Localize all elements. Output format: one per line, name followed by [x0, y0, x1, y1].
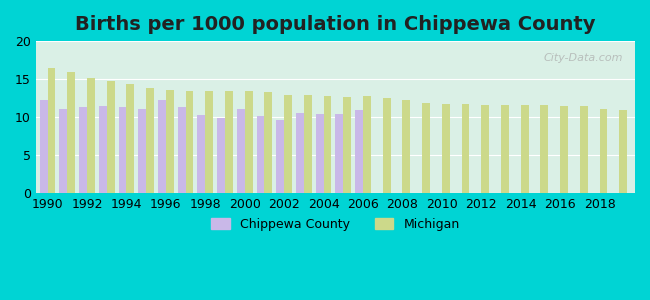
- Title: Births per 1000 population in Chippewa County: Births per 1000 population in Chippewa C…: [75, 15, 595, 34]
- Bar: [40, 100, 47, 193]
- Bar: [560, 106, 568, 193]
- Bar: [217, 118, 225, 193]
- Bar: [146, 88, 154, 193]
- Bar: [158, 100, 166, 193]
- Bar: [138, 109, 146, 193]
- Bar: [540, 105, 548, 193]
- Bar: [198, 115, 205, 193]
- Bar: [580, 106, 588, 193]
- Bar: [501, 105, 509, 193]
- Bar: [363, 96, 371, 193]
- Bar: [237, 109, 244, 193]
- Bar: [185, 91, 194, 193]
- Legend: Chippewa County, Michigan: Chippewa County, Michigan: [206, 213, 465, 236]
- Bar: [335, 114, 343, 193]
- Bar: [296, 113, 304, 193]
- Bar: [47, 68, 55, 193]
- Bar: [79, 106, 87, 193]
- Bar: [599, 109, 607, 193]
- Bar: [276, 119, 284, 193]
- Bar: [59, 109, 68, 193]
- Bar: [284, 95, 292, 193]
- Bar: [126, 85, 135, 193]
- Bar: [343, 97, 351, 193]
- Bar: [521, 105, 528, 193]
- Bar: [481, 105, 489, 193]
- Bar: [244, 91, 253, 193]
- Bar: [257, 116, 265, 193]
- Bar: [166, 90, 174, 193]
- Bar: [324, 96, 332, 193]
- Bar: [265, 92, 272, 193]
- Bar: [462, 104, 469, 193]
- Bar: [107, 81, 114, 193]
- Bar: [225, 91, 233, 193]
- Bar: [316, 114, 324, 193]
- Bar: [118, 106, 126, 193]
- Text: City-Data.com: City-Data.com: [543, 53, 623, 63]
- Bar: [383, 98, 391, 193]
- Bar: [442, 103, 450, 193]
- Bar: [68, 72, 75, 193]
- Bar: [205, 91, 213, 193]
- Bar: [177, 106, 185, 193]
- Bar: [402, 100, 410, 193]
- Bar: [355, 110, 363, 193]
- Bar: [619, 110, 627, 193]
- Bar: [87, 78, 95, 193]
- Bar: [422, 103, 430, 193]
- Bar: [304, 95, 312, 193]
- Bar: [99, 106, 107, 193]
